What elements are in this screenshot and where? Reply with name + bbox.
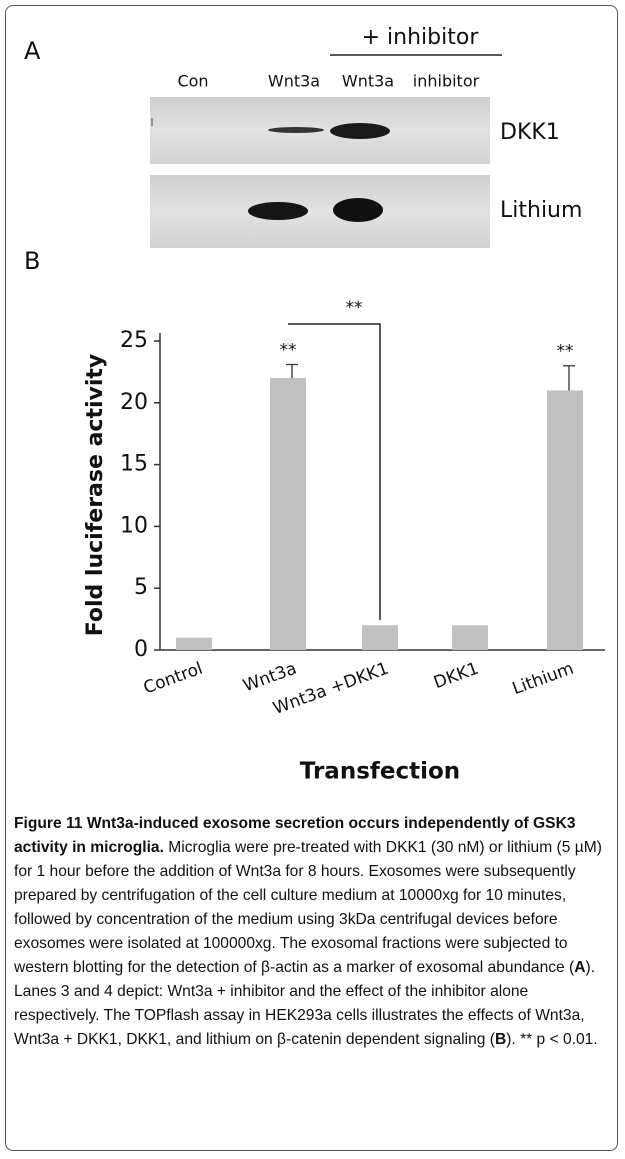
error-bar bbox=[563, 366, 575, 391]
error-bar bbox=[286, 364, 298, 378]
lane-label: Wnt3a bbox=[342, 72, 394, 91]
band bbox=[268, 127, 324, 133]
caption: Figure 11 Wnt3a-induced exosome secretio… bbox=[14, 812, 612, 1052]
caption-ref: B bbox=[495, 1031, 506, 1048]
x-tick-label: Wnt3a bbox=[240, 659, 299, 697]
lane-label: inhibitor bbox=[413, 72, 480, 91]
caption-text: ). ** p < 0.01. bbox=[506, 1031, 597, 1048]
bar bbox=[362, 625, 398, 650]
blot bbox=[150, 175, 490, 248]
band bbox=[333, 198, 383, 222]
x-tick-label: Lithium bbox=[510, 659, 577, 700]
bar bbox=[270, 378, 306, 650]
caption-ref: A bbox=[574, 959, 585, 976]
y-tick-label: 0 bbox=[134, 637, 148, 662]
band bbox=[330, 123, 390, 139]
band bbox=[248, 202, 308, 220]
bar bbox=[547, 390, 583, 650]
row-label: DKK1 bbox=[500, 120, 560, 145]
y-tick-label: 20 bbox=[120, 390, 148, 415]
significance-label: ** bbox=[557, 342, 574, 362]
y-tick-label: 25 bbox=[120, 328, 148, 353]
x-axis-label: Transfection bbox=[300, 759, 460, 785]
lane-label: Con bbox=[177, 72, 208, 91]
group-label: + inhibitor bbox=[362, 25, 480, 50]
bar bbox=[452, 625, 488, 650]
significance-label: ** bbox=[280, 340, 297, 360]
panel-label: A bbox=[24, 37, 41, 65]
bracket-label: ** bbox=[346, 298, 363, 318]
row-label: Lithium bbox=[500, 198, 582, 223]
y-tick-label: 10 bbox=[120, 513, 148, 538]
page: A + inhibitor Con Wnt3a Wnt3a inhibitor … bbox=[0, 0, 625, 1159]
x-tick-label: DKK1 bbox=[431, 659, 481, 694]
lane-label: Wnt3a bbox=[268, 72, 320, 91]
figure: A + inhibitor Con Wnt3a Wnt3a inhibitor … bbox=[0, 0, 625, 805]
x-tick-label: Control bbox=[141, 659, 206, 699]
y-tick-label: 15 bbox=[120, 452, 148, 477]
caption-figure: Figure 11 bbox=[14, 815, 82, 832]
bar bbox=[176, 638, 212, 650]
panel-label: B bbox=[24, 247, 40, 275]
y-axis-label: Fold luciferase activity bbox=[83, 354, 108, 637]
caption-text: Microglia were pre-treated with DKK1 (30… bbox=[14, 839, 602, 976]
y-tick-label: 5 bbox=[134, 575, 148, 600]
